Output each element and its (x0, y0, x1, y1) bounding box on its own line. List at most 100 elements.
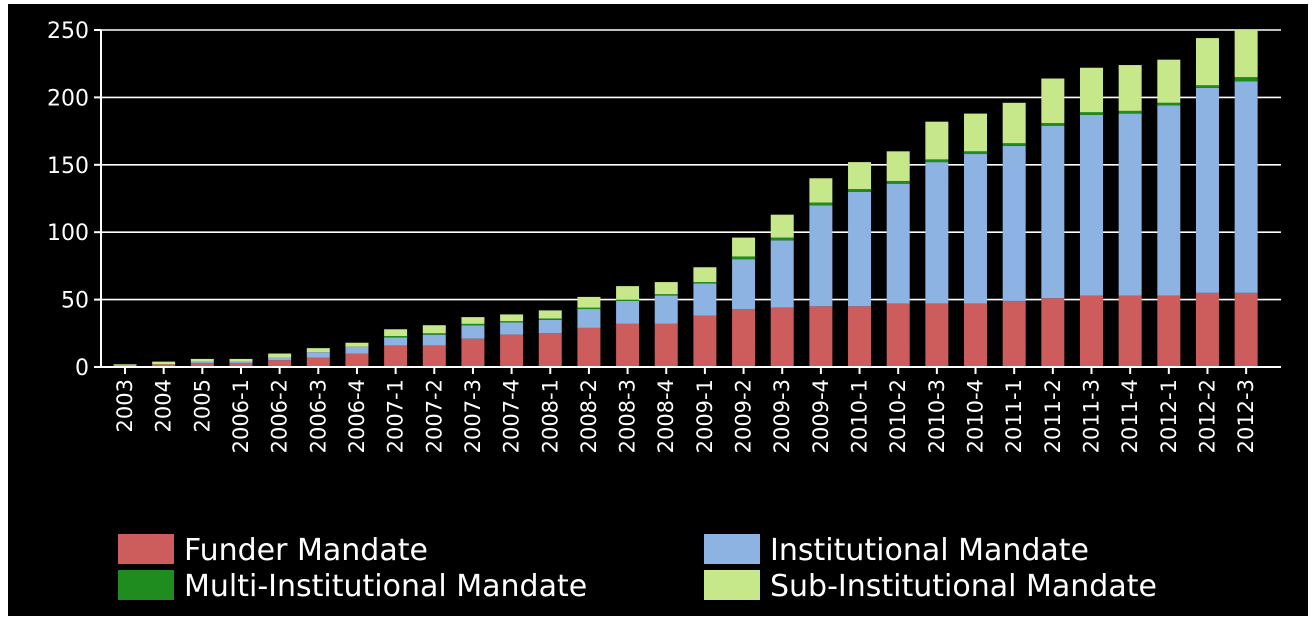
bar-segment-sub-institutional-mandate (461, 317, 485, 324)
x-tick-label: 2006-2 (268, 379, 292, 453)
bar-segment-funder-mandate (1080, 295, 1103, 367)
x-tick-label: 2012-3 (1234, 379, 1258, 453)
bar-segment-multi-institutional-mandate (616, 299, 640, 301)
bar-segment-funder-mandate (925, 303, 949, 367)
bar-segment-multi-institutional-mandate (461, 323, 485, 326)
bar-segment-institutional-mandate (964, 154, 988, 304)
bar-segment-sub-institutional-mandate (964, 113, 988, 152)
x-tick-label: 2005 (190, 379, 214, 432)
y-tick-label: 0 (75, 356, 89, 381)
bar-segment-sub-institutional-mandate (152, 361, 176, 365)
x-tick-label: 2009-4 (809, 379, 833, 453)
x-tick-label: 2007-3 (461, 379, 485, 453)
x-tick-label: 2008-1 (538, 379, 562, 453)
bars-layer (113, 30, 1258, 367)
legend-swatch (704, 534, 760, 564)
x-tick-label: 2009-1 (693, 379, 717, 453)
y-tick-label: 100 (47, 221, 89, 246)
bar-segment-multi-institutional-mandate (732, 256, 756, 260)
x-tick-label: 2003 (113, 379, 137, 432)
bar-segment-institutional-mandate (732, 259, 756, 310)
bar-segment-funder-mandate (152, 364, 176, 367)
x-tick-label: 2011-4 (1118, 379, 1142, 453)
legend-swatch (118, 534, 174, 564)
bar-segment-multi-institutional-mandate (1080, 112, 1103, 115)
bar-segment-sub-institutional-mandate (345, 342, 369, 347)
bar-segment-institutional-mandate (384, 337, 408, 346)
bar-segment-institutional-mandate (925, 162, 949, 304)
x-tick-label: 2007-1 (384, 379, 408, 453)
bar-segment-institutional-mandate (1041, 125, 1065, 299)
bar-segment-multi-institutional-mandate (1002, 143, 1026, 146)
bar-segment-funder-mandate (654, 323, 678, 367)
bar-segment-multi-institutional-mandate (1118, 110, 1142, 114)
bar-segment-institutional-mandate (616, 300, 640, 324)
bar-segment-sub-institutional-mandate (693, 267, 717, 283)
x-tick-label: 2009-3 (770, 379, 794, 453)
x-tick-label: 2011-2 (1041, 379, 1065, 453)
bar-segment-multi-institutional-mandate (693, 282, 717, 284)
bar-segment-sub-institutional-mandate (113, 364, 137, 366)
stacked-bar-chart: 0 50 100 150 200 250 2003 2004 2005 2006-1 2006-2… (47, 19, 1281, 604)
x-tick-label: 2008-4 (654, 379, 678, 453)
bar-segment-institutional-mandate (461, 325, 485, 339)
bar-segment-institutional-mandate (886, 183, 910, 304)
bar-segment-funder-mandate (384, 345, 408, 367)
bar-segment-institutional-mandate (848, 191, 872, 307)
x-tick-label: 2010-4 (964, 379, 988, 453)
bar-segment-sub-institutional-mandate (306, 348, 330, 353)
y-tick-label: 150 (47, 154, 89, 179)
bar-segment-institutional-mandate (577, 309, 601, 328)
bar-segment-multi-institutional-mandate (848, 189, 872, 192)
bar-segment-sub-institutional-mandate (1002, 102, 1026, 144)
bar-segment-sub-institutional-mandate (190, 358, 214, 362)
x-tick-label: 2010-3 (925, 379, 949, 453)
bar-segment-institutional-mandate (1234, 81, 1258, 293)
bar-segment-multi-institutional-mandate (384, 335, 408, 338)
bar-segment-funder-mandate (306, 357, 330, 367)
x-tick-label: 2009-2 (732, 379, 756, 453)
x-tick-label: 2012-2 (1195, 379, 1219, 453)
y-axis-ticks: 0 50 100 150 200 250 (47, 19, 89, 381)
x-tick-label: 2011-3 (1080, 379, 1104, 453)
bar-segment-multi-institutional-mandate (500, 321, 524, 323)
x-tick-label: 2006-1 (229, 379, 253, 453)
bar-segment-institutional-mandate (422, 334, 446, 346)
x-tick-label: 2006-4 (345, 379, 369, 453)
x-tick-label: 2010-1 (848, 379, 872, 453)
chart-frame: 0 50 100 150 200 250 2003 2004 2005 2006-1 2006-2… (8, 4, 1308, 616)
bar-segment-sub-institutional-mandate (1195, 38, 1219, 86)
bar-segment-sub-institutional-mandate (229, 358, 253, 362)
bar-segment-sub-institutional-mandate (1157, 59, 1181, 103)
bar-segment-sub-institutional-mandate (384, 329, 408, 336)
bar-segment-funder-mandate (268, 360, 292, 367)
bar-segment-funder-mandate (345, 353, 369, 367)
x-tick-label: 2004 (152, 379, 176, 432)
x-tick-label: 2008-2 (577, 379, 601, 453)
bar-segment-institutional-mandate (1157, 105, 1181, 296)
bar-segment-funder-mandate (1002, 300, 1026, 367)
bar-segment-multi-institutional-mandate (577, 307, 601, 310)
x-tick-label: 2012-1 (1157, 379, 1181, 453)
bar-segment-institutional-mandate (654, 295, 678, 324)
x-tick-label: 2008-3 (616, 379, 640, 453)
x-tick-label: 2007-4 (500, 379, 524, 453)
y-tick-label: 50 (61, 289, 89, 314)
bar-segment-multi-institutional-mandate (654, 294, 678, 296)
bar-segment-multi-institutional-mandate (1234, 77, 1258, 82)
x-tick-label: 2011-1 (1002, 379, 1026, 453)
legend-label: Sub-Institutional Mandate (770, 569, 1157, 604)
bar-segment-funder-mandate (1195, 292, 1219, 367)
bar-segment-institutional-mandate (190, 361, 214, 363)
bar-segment-sub-institutional-mandate (1234, 30, 1258, 78)
bar-segment-sub-institutional-mandate (886, 151, 910, 181)
y-tick-label: 250 (47, 19, 89, 44)
bar-segment-institutional-mandate (1002, 145, 1026, 301)
bar-segment-funder-mandate (538, 333, 562, 367)
grid-layer (101, 29, 1281, 301)
bar-segment-sub-institutional-mandate (1041, 78, 1065, 124)
bar-segment-sub-institutional-mandate (1080, 67, 1103, 113)
bar-segment-institutional-mandate (1080, 114, 1103, 296)
bar-segment-sub-institutional-mandate (500, 314, 524, 322)
bar-segment-institutional-mandate (538, 319, 562, 334)
